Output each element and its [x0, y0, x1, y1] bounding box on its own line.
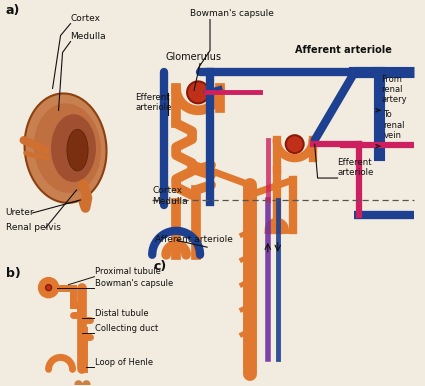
Ellipse shape: [51, 114, 96, 182]
Text: Loop of Henle: Loop of Henle: [96, 358, 153, 367]
Text: To
renal
vein: To renal vein: [383, 110, 405, 140]
Text: Proximal tubule: Proximal tubule: [96, 267, 162, 276]
Ellipse shape: [25, 93, 107, 203]
Text: Glomerulus: Glomerulus: [165, 52, 221, 63]
Text: Distal tubule: Distal tubule: [96, 308, 149, 318]
Text: b): b): [6, 267, 20, 280]
Text: Efferent
arteriole: Efferent arteriole: [337, 157, 374, 177]
Text: Collecting duct: Collecting duct: [96, 325, 159, 334]
Text: Ureter: Ureter: [6, 208, 34, 217]
Circle shape: [45, 284, 51, 291]
Text: Bowman's capsule: Bowman's capsule: [96, 279, 174, 288]
Text: Cortex: Cortex: [152, 186, 182, 195]
Circle shape: [286, 135, 304, 153]
Text: Efferent
arteriole: Efferent arteriole: [135, 93, 172, 112]
Text: From
renal
artery: From renal artery: [381, 74, 407, 104]
Text: a): a): [6, 3, 20, 17]
Circle shape: [187, 81, 209, 103]
Text: Bowman's capsule: Bowman's capsule: [190, 8, 274, 18]
Text: Medulla: Medulla: [71, 32, 106, 41]
Text: Afferent arteriole: Afferent arteriole: [155, 235, 233, 244]
Text: Renal pelvis: Renal pelvis: [6, 223, 61, 232]
Text: Cortex: Cortex: [71, 14, 101, 23]
Text: Medulla: Medulla: [152, 197, 188, 206]
Ellipse shape: [67, 129, 88, 171]
Text: Afferent arteriole: Afferent arteriole: [295, 44, 391, 54]
Ellipse shape: [34, 103, 101, 193]
Text: c): c): [153, 260, 167, 273]
